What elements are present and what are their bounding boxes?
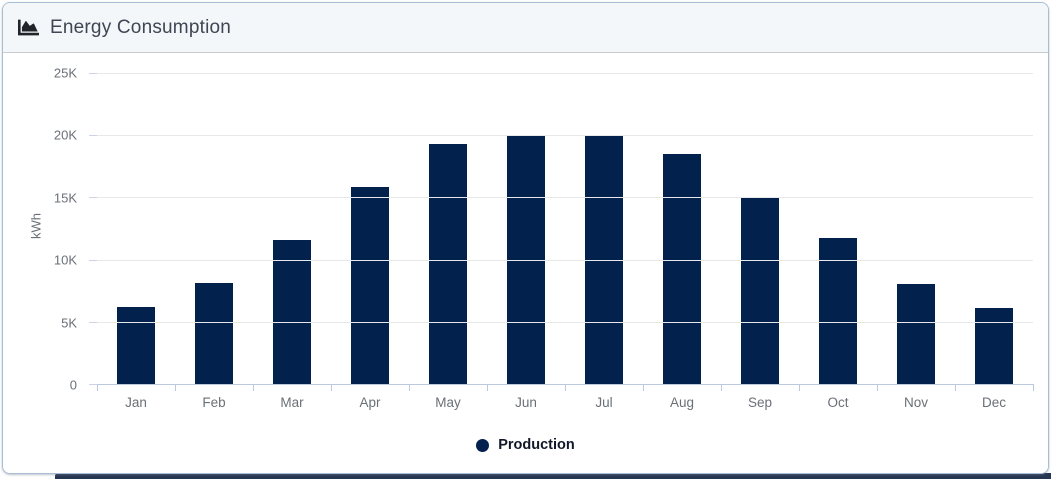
bar-column: Jan (97, 73, 175, 410)
bar-column: Apr (331, 73, 409, 410)
chart-card-header: Energy Consumption (3, 3, 1048, 53)
x-tick-mark (799, 384, 800, 391)
x-tick-label: Nov (903, 395, 928, 410)
legend-marker (476, 438, 490, 452)
bar-column: Mar (253, 73, 331, 410)
y-tick-mark (89, 135, 97, 137)
y-tick-mark (89, 321, 97, 323)
bar-column: Nov (877, 73, 955, 410)
bar-mar[interactable] (273, 239, 311, 384)
y-tick-label: 5K (61, 315, 77, 331)
bar-oct[interactable] (819, 238, 857, 384)
bar-aug[interactable] (663, 153, 701, 384)
x-tick-mark (955, 384, 956, 391)
bar-feb[interactable] (195, 283, 233, 384)
gridline (97, 135, 1033, 137)
x-tick-mark (721, 384, 722, 391)
x-tick-label: Oct (827, 395, 849, 410)
bar-column: Jul (565, 73, 643, 410)
x-tick-label: May (435, 395, 461, 410)
legend-label: Production (498, 437, 575, 453)
bar-column: Oct (799, 73, 877, 410)
chart-legend[interactable]: Production (3, 437, 1048, 453)
x-tick-label: Jul (595, 395, 613, 410)
area-chart-icon (18, 17, 39, 38)
x-tick-label: Jan (125, 395, 147, 410)
x-tick-mark (487, 384, 488, 391)
bar-column: Dec (955, 73, 1034, 410)
x-tick-mark (97, 384, 98, 391)
x-tick-label: Dec (981, 395, 1006, 410)
bar-column: Jun (487, 73, 565, 410)
y-tick-mark (89, 384, 97, 385)
y-tick-mark (89, 197, 97, 199)
x-tick-mark (253, 384, 254, 391)
bar-nov[interactable] (897, 284, 935, 384)
gridline (97, 321, 1033, 323)
y-axis: 25K 20K 15K 10K 5K 0 (3, 66, 85, 393)
bar-jan[interactable] (117, 306, 155, 384)
plot-area: Jan Feb Mar Apr May Jun Jul Aug Sep Oct Nov Dec (89, 73, 1034, 410)
below-card-edge (55, 473, 1051, 479)
x-tick-label: Aug (669, 395, 695, 410)
y-tick-label: 20K (53, 127, 77, 143)
x-tick-label: Sep (747, 395, 773, 410)
x-tick-label: Feb (202, 395, 226, 410)
gridline (97, 259, 1033, 261)
bar-apr[interactable] (351, 187, 389, 384)
bar-column: Sep (721, 73, 799, 410)
gridline (97, 197, 1033, 199)
x-tick-mark (331, 384, 332, 391)
x-tick-mark (175, 384, 176, 391)
x-tick-label: Jun (515, 395, 537, 410)
gridline (97, 73, 1033, 74)
bar-column: Aug (643, 73, 721, 410)
y-tick-label: 10K (53, 252, 77, 268)
x-tick-label: Apr (359, 395, 381, 410)
x-tick-mark (1033, 384, 1034, 391)
x-tick-mark (877, 384, 878, 391)
y-tick-label: 25K (53, 65, 77, 81)
y-tick-mark (89, 259, 97, 261)
y-tick-label: 0 (69, 377, 77, 393)
x-tick-mark (409, 384, 410, 391)
chart-title: Energy Consumption (50, 16, 232, 38)
y-tick-mark (89, 73, 97, 74)
bar-column: May (409, 73, 487, 410)
x-tick-label: Mar (280, 395, 304, 410)
bar-dec[interactable] (975, 308, 1013, 384)
x-tick-mark (565, 384, 566, 391)
bar-columns: Jan Feb Mar Apr May Jun Jul Aug Sep Oct Nov Dec (97, 73, 1034, 410)
x-tick-mark (643, 384, 644, 391)
bar-sep[interactable] (741, 197, 779, 384)
y-tick-label: 15K (53, 190, 77, 206)
bar-column: Feb (175, 73, 253, 410)
bar-may[interactable] (429, 143, 467, 384)
chart-card-body: kWh 25K 20K 15K 10K 5K 0 Jan Feb Mar Apr May Jun Ju… (3, 53, 1048, 473)
